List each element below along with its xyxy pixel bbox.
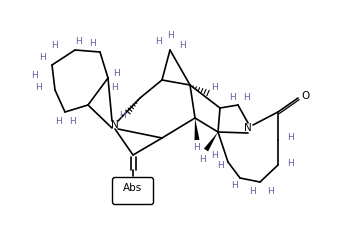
Text: H: H <box>199 155 205 164</box>
Text: Abs: Abs <box>123 183 142 193</box>
Text: H: H <box>193 144 200 153</box>
Text: H: H <box>35 83 41 92</box>
Text: O: O <box>301 91 309 101</box>
Text: H: H <box>287 158 293 167</box>
Polygon shape <box>194 118 200 140</box>
Text: H: H <box>69 117 75 126</box>
Text: H: H <box>249 187 255 196</box>
Text: H: H <box>178 40 185 50</box>
Text: H: H <box>217 160 223 169</box>
Text: H: H <box>74 38 81 47</box>
Text: H: H <box>211 151 218 160</box>
Text: H: H <box>211 83 218 92</box>
Text: H: H <box>89 38 96 47</box>
Text: H: H <box>287 133 293 142</box>
Text: N: N <box>244 123 252 133</box>
Text: H: H <box>119 112 125 121</box>
Text: H: H <box>155 38 162 47</box>
Text: H: H <box>232 180 238 189</box>
Text: H: H <box>228 92 235 101</box>
Polygon shape <box>204 132 218 151</box>
Text: N: N <box>111 120 119 130</box>
Text: H: H <box>243 94 249 103</box>
Text: H: H <box>114 68 120 77</box>
Text: H: H <box>112 83 118 92</box>
Text: H: H <box>55 117 62 126</box>
Text: H: H <box>52 40 58 50</box>
FancyBboxPatch shape <box>113 178 153 205</box>
Text: H: H <box>267 187 273 196</box>
Text: H: H <box>39 52 45 61</box>
Text: H: H <box>32 70 38 79</box>
Text: H: H <box>167 32 173 40</box>
